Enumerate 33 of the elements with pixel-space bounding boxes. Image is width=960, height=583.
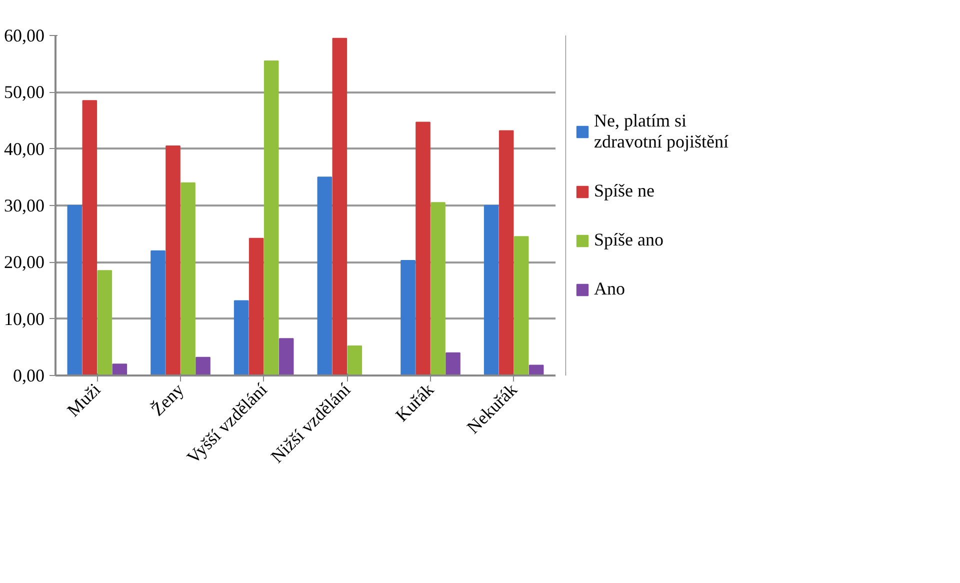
bar — [234, 300, 249, 376]
bar — [514, 236, 529, 376]
bar — [332, 38, 348, 376]
y-tick-label: 0,00 — [13, 366, 44, 386]
bar — [150, 250, 166, 376]
bar — [400, 260, 416, 376]
bar — [347, 346, 362, 376]
bar — [196, 356, 210, 376]
y-tick-label: 20,00 — [4, 252, 44, 272]
bar — [264, 60, 279, 376]
bar — [446, 352, 460, 376]
bar — [430, 202, 446, 376]
bar — [498, 130, 514, 376]
bar — [248, 238, 264, 376]
bar — [67, 205, 82, 376]
y-tick-label: 10,00 — [4, 308, 44, 329]
bar — [317, 176, 332, 376]
legend-label: Ano — [594, 278, 625, 300]
legend-label: Spíše ano — [594, 230, 664, 250]
y-tick-label: 30,00 — [4, 196, 44, 216]
bar — [416, 122, 430, 376]
y-tick-label: 50,00 — [4, 82, 44, 102]
bar — [484, 205, 499, 376]
bar — [166, 146, 180, 376]
legend-label: Spíše ne — [594, 180, 654, 202]
y-tick-label: 60,00 — [4, 26, 44, 46]
bar — [278, 338, 294, 376]
bar — [112, 364, 128, 376]
bar — [97, 270, 112, 376]
bar — [180, 182, 196, 376]
y-tick-label: 40,00 — [4, 138, 44, 159]
legend-label: Ne, platím si zdravotní pojištění — [594, 110, 728, 152]
bar — [82, 100, 98, 376]
